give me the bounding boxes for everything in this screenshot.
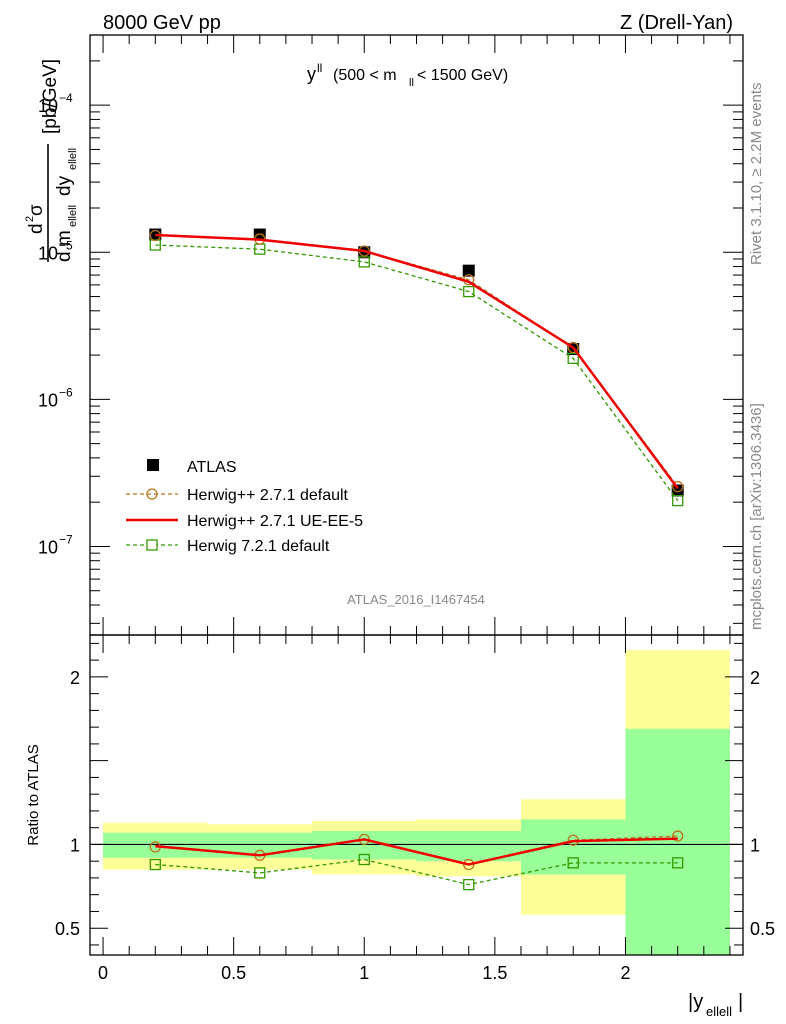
- observable-symbol: y: [307, 64, 316, 84]
- main-y-tick-label-exponent: −4: [59, 91, 73, 105]
- x-tick-label: 0.5: [221, 963, 246, 983]
- atlas-data-point: [462, 264, 475, 277]
- legend-marker-atlas: [147, 459, 159, 471]
- main-y-tick-label-base: 10: [38, 96, 58, 116]
- x-tick-label: 2: [620, 963, 630, 983]
- main-ylabel: d 2 σ d m ellell dy ellell [pb/GeV]: [24, 59, 79, 262]
- marker-herwig7-default: [358, 256, 370, 268]
- legend-label-atlas: ATLAS: [187, 459, 237, 476]
- xlabel-left: |y: [688, 991, 703, 1013]
- mass-cut-right: < 1500 GeV): [417, 67, 508, 84]
- ratio-marker-herwig7-default: [567, 857, 579, 869]
- main-plot-area: [149, 228, 684, 507]
- xlabel: |y ellell |: [688, 991, 743, 1019]
- ratio-y-tick-label: 1: [70, 835, 80, 855]
- header-right: Z (Drell-Yan): [620, 12, 733, 34]
- main-y-tick-label-exponent: −5: [59, 238, 73, 252]
- ratio-marker-herwig7-default: [463, 878, 475, 891]
- legend-marker-herwigpp-default: [146, 488, 158, 500]
- mass-cut-left: (500 < m: [333, 67, 397, 84]
- main-y-tick-label-base: 10: [38, 390, 58, 410]
- series-line-herwigpp-ueee5: [155, 233, 679, 490]
- ratio-line-herwig7-default: [155, 858, 678, 886]
- x-tick-label: 0: [98, 963, 108, 983]
- ratio-band-green: [103, 832, 208, 858]
- ylabel-denominator-dy: dy: [54, 175, 75, 196]
- rivet-version-label: Rivet 3.1.10, ≥ 2.2M events: [748, 83, 765, 266]
- marker-herwig7-default: [567, 352, 579, 365]
- ylabel-numerator-sup: 2: [24, 216, 36, 222]
- mass-cut-subscript: ll: [409, 77, 414, 89]
- ylabel-numerator-sigma: σ: [26, 204, 47, 216]
- ratio-marker-herwig7-default: [149, 858, 161, 871]
- analysis-id: ATLAS_2016_I1467454: [347, 592, 485, 607]
- series-line-herwig7-default: [155, 244, 679, 501]
- main-y-tick-label-exponent: −6: [59, 385, 73, 399]
- mcplots-label: mcplots.cern.ch [arXiv:1306.3436]: [748, 403, 765, 630]
- ylabel-numerator-d: d: [26, 223, 47, 234]
- ratio-y-tick-label-right: 1: [750, 835, 760, 855]
- ratio-band-green: [207, 832, 313, 858]
- series-line-herwigpp-default: [155, 234, 679, 487]
- ratio-marker-herwigpp-default: [672, 830, 684, 842]
- ylabel-unit: [pb/GeV]: [40, 59, 61, 134]
- legend-label-herwig7-default: Herwig 7.2.1 default: [187, 538, 330, 555]
- legend-marker-herwig7-default: [146, 539, 158, 551]
- ratio-marker-herwig7-default: [358, 853, 370, 866]
- ratio-y-tick-label-right: 2: [750, 668, 760, 688]
- ratio-y-tick-label: 0.5: [55, 919, 80, 939]
- ratio-plot-area: [90, 830, 743, 891]
- main-y-tick-label-base: 10: [38, 537, 58, 557]
- xlabel-subscript: ellell: [706, 1004, 732, 1019]
- ylabel-denominator-sub1: ellell: [67, 205, 79, 227]
- observable-superscript: ll: [317, 61, 322, 75]
- main-y-tick-label-exponent: −7: [59, 532, 73, 546]
- ratio-y-tick-label-right: 0.5: [750, 919, 775, 939]
- ratio-uncertainty-bands: [103, 650, 730, 955]
- marker-herwig7-default: [672, 494, 684, 507]
- x-tick-label: 1: [359, 963, 369, 983]
- x-tick-label: 1.5: [482, 963, 507, 983]
- legend: ATLAS Herwig++ 2.7.1 default Herwig++ 2.…: [126, 459, 363, 555]
- marker-herwigpp-default: [567, 341, 579, 354]
- main-y-tick-label-base: 10: [38, 243, 58, 263]
- header-left: 8000 GeV pp: [103, 12, 221, 34]
- ylabel-denominator-dm: d m: [54, 230, 75, 262]
- ylabel-denominator-sub2: ellell: [67, 148, 79, 170]
- ratio-y-tick-label: 2: [70, 668, 80, 688]
- ratio-band-green: [625, 728, 730, 955]
- observable-label: y ll (500 < m ll < 1500 GeV): [307, 61, 508, 89]
- axes: 0 0.5 1 1.5 210−710−610−510 −40.5 0.51 12 2: [38, 35, 775, 983]
- marker-herwigpp-default: [672, 480, 684, 493]
- marker-herwig7-default: [463, 285, 475, 298]
- ratio-marker-herwig7-default: [254, 867, 266, 879]
- ratio-line-herwigpp-ueee5: [155, 837, 678, 866]
- ratio-ylabel: Ratio to ATLAS: [25, 744, 42, 845]
- legend-label-herwigpp-ueee5: Herwig++ 2.7.1 UE-EE-5: [187, 513, 363, 530]
- ratio-band-green: [520, 819, 626, 875]
- legend-label-herwigpp-default: Herwig++ 2.7.1 default: [187, 487, 349, 504]
- xlabel-right: |: [738, 991, 743, 1013]
- ratio-marker-herwig7-default: [672, 857, 684, 869]
- atlas-data-point: [671, 484, 684, 497]
